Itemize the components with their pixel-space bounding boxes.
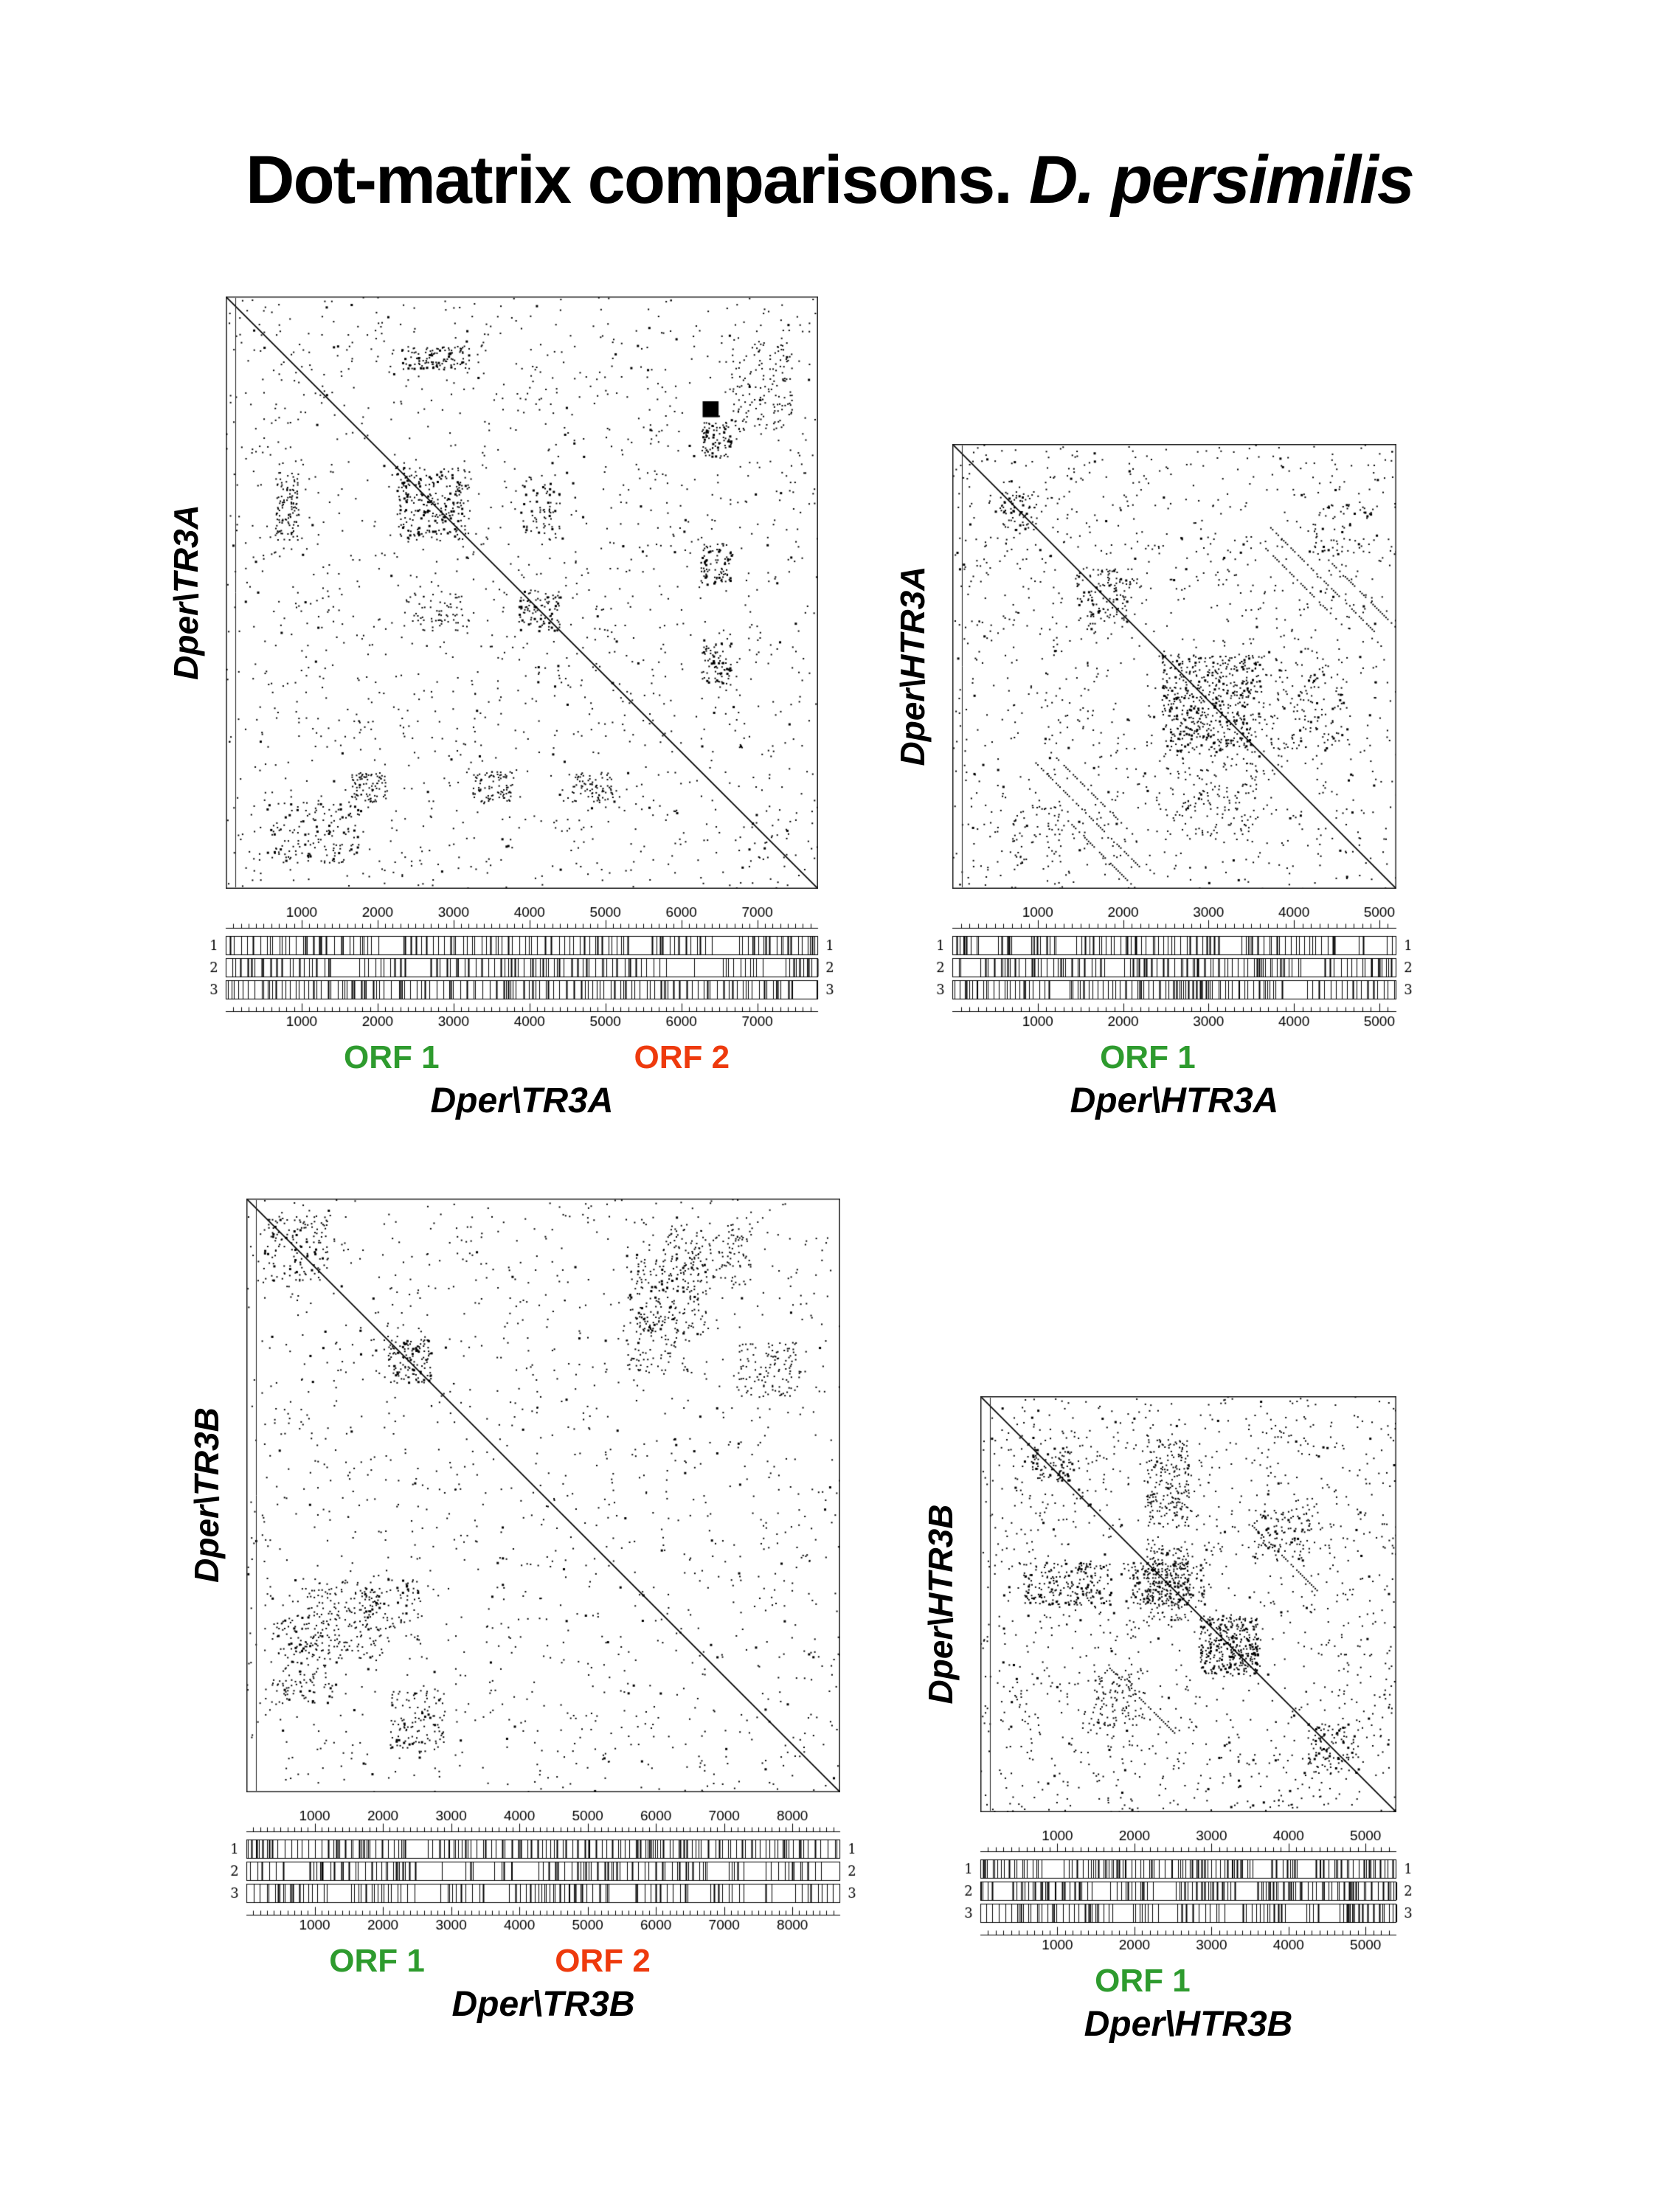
orf2-label: ORF 2	[634, 1039, 730, 1075]
orf-labels-tr3b: ORF 1 ORF 2	[246, 1943, 840, 1983]
panel-tr3b: Dper\TR3B ORF 1 ORF 2 Dper\TR3B	[187, 1199, 866, 2025]
orf-map-canvas-htr3b	[955, 1827, 1422, 1952]
x-axis-label-htr3a: Dper\HTR3A	[1070, 1081, 1279, 1120]
figure-title-text: Dot-matrix comparisons.	[246, 142, 1013, 218]
panel-tr3a: Dper\TR3A ORF 1 ORF 2 Dper\TR3A	[167, 297, 844, 1121]
orf2-label: ORF 2	[555, 1943, 651, 1979]
x-axis-label-htr3b: Dper\HTR3B	[1084, 2005, 1293, 2044]
orf-labels-htr3b: ORF 1	[980, 1963, 1396, 2003]
orf-labels-tr3a: ORF 1 ORF 2	[226, 1039, 818, 1079]
dotplot-canvas-htr3a	[952, 444, 1396, 889]
orf-map-canvas-tr3a	[200, 904, 844, 1029]
orf1-label: ORF 1	[1095, 1963, 1191, 1999]
dotplot-canvas-htr3b	[980, 1396, 1396, 1812]
orf1-label: ORF 1	[329, 1943, 425, 1979]
orf1-label: ORF 1	[344, 1039, 440, 1075]
y-axis-label-htr3b: Dper\HTR3B	[921, 1504, 960, 1705]
y-axis-label-htr3a: Dper\HTR3A	[893, 566, 932, 766]
x-axis-label-tr3b: Dper\TR3B	[451, 1985, 635, 2024]
panel-htr3a: Dper\HTR3A ORF 1 Dper\HTR3A	[893, 444, 1422, 1121]
figure-title-species: D. persimilis	[1028, 142, 1415, 218]
x-axis-label-tr3a: Dper\TR3A	[430, 1081, 614, 1120]
orf-map-canvas-tr3b	[221, 1807, 866, 1932]
panel-htr3b: Dper\HTR3B ORF 1 Dper\HTR3B	[921, 1396, 1422, 2045]
y-axis-label-tr3a: Dper\TR3A	[167, 505, 205, 680]
figure-title: Dot-matrix comparisons. D. persimilis	[0, 142, 1659, 219]
dotplot-canvas-tr3a	[226, 297, 818, 889]
orf-labels-htr3a: ORF 1	[952, 1039, 1396, 1079]
orf-map-canvas-htr3a	[927, 904, 1422, 1029]
orf1-label: ORF 1	[1100, 1039, 1196, 1075]
y-axis-label-tr3b: Dper\TR3B	[187, 1407, 226, 1583]
dotplot-canvas-tr3b	[246, 1199, 840, 1792]
